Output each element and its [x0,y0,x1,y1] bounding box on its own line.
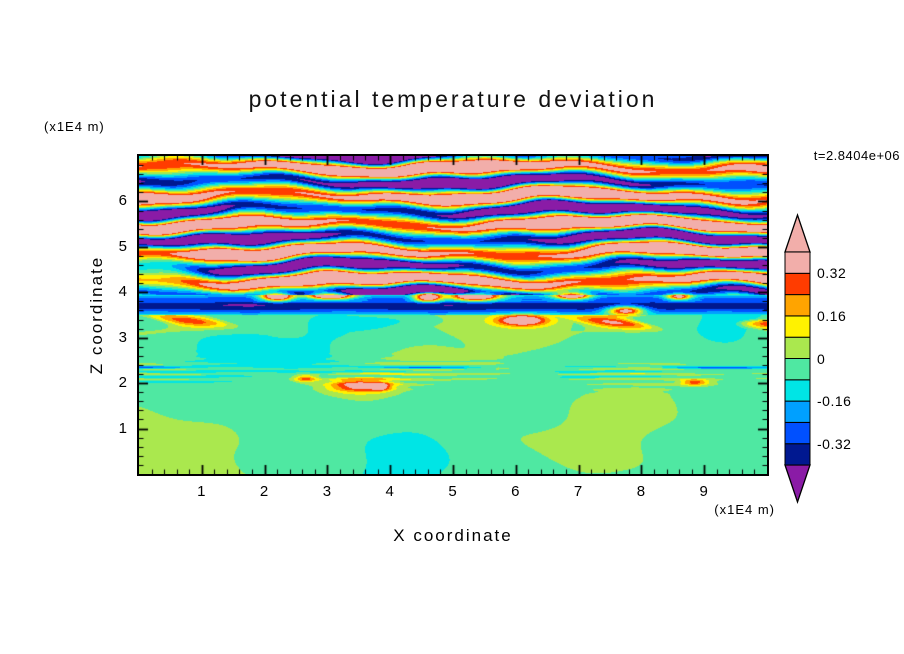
y-tick-label: 2 [118,374,128,392]
x-tick-label: 2 [259,483,270,500]
colorbar-segment [784,336,811,359]
y-tick-label: 6 [118,192,128,210]
x-tick-label: 6 [511,483,521,500]
colorbar-tick-label: -0.16 [817,393,852,410]
y-tick-label: 1 [118,419,128,437]
colorbar-tick-label: -0.32 [817,435,852,452]
colorbar-segment [784,294,811,317]
z-axis-unit-label: (x1E4 m) [44,119,105,134]
y-tick-label: 4 [118,283,128,301]
x-tick-label: 4 [385,483,395,500]
contour-field-canvas [139,156,767,474]
colorbar-segment [784,443,811,466]
z-axis-title: Z coordinate [87,255,106,375]
y-tick-label: 5 [118,237,128,255]
x-tick-label: 1 [197,483,207,500]
x-tick-label: 8 [636,483,647,500]
colorbar-segment [784,358,811,381]
colorbar-segment [784,379,811,402]
colorbar-segment [784,421,811,445]
colorbar-segment [784,400,811,423]
colorbar-segment [784,272,811,296]
colorbar [784,212,811,505]
plot-area [137,154,769,476]
x-tick-label: 3 [322,483,333,500]
colorbar-segment [784,315,811,338]
x-tick-label: 9 [699,483,709,500]
figure-title: potential temperature deviation [248,86,658,112]
colorbar-segment [784,251,811,274]
x-axis-title: X coordinate [393,526,513,545]
y-tick-label: 3 [118,328,128,346]
colorbar-tick-label: 0.32 [817,265,847,282]
colorbar-tick-label: 0.16 [817,307,847,324]
colorbar-tick-label: 0 [817,350,826,367]
time-stamp-label: t=2.8404e+06 [813,148,900,163]
x-tick-label: 7 [573,483,584,500]
x-tick-label: 5 [448,483,458,500]
x-axis-unit-label: (x1E4 m) [714,502,775,517]
